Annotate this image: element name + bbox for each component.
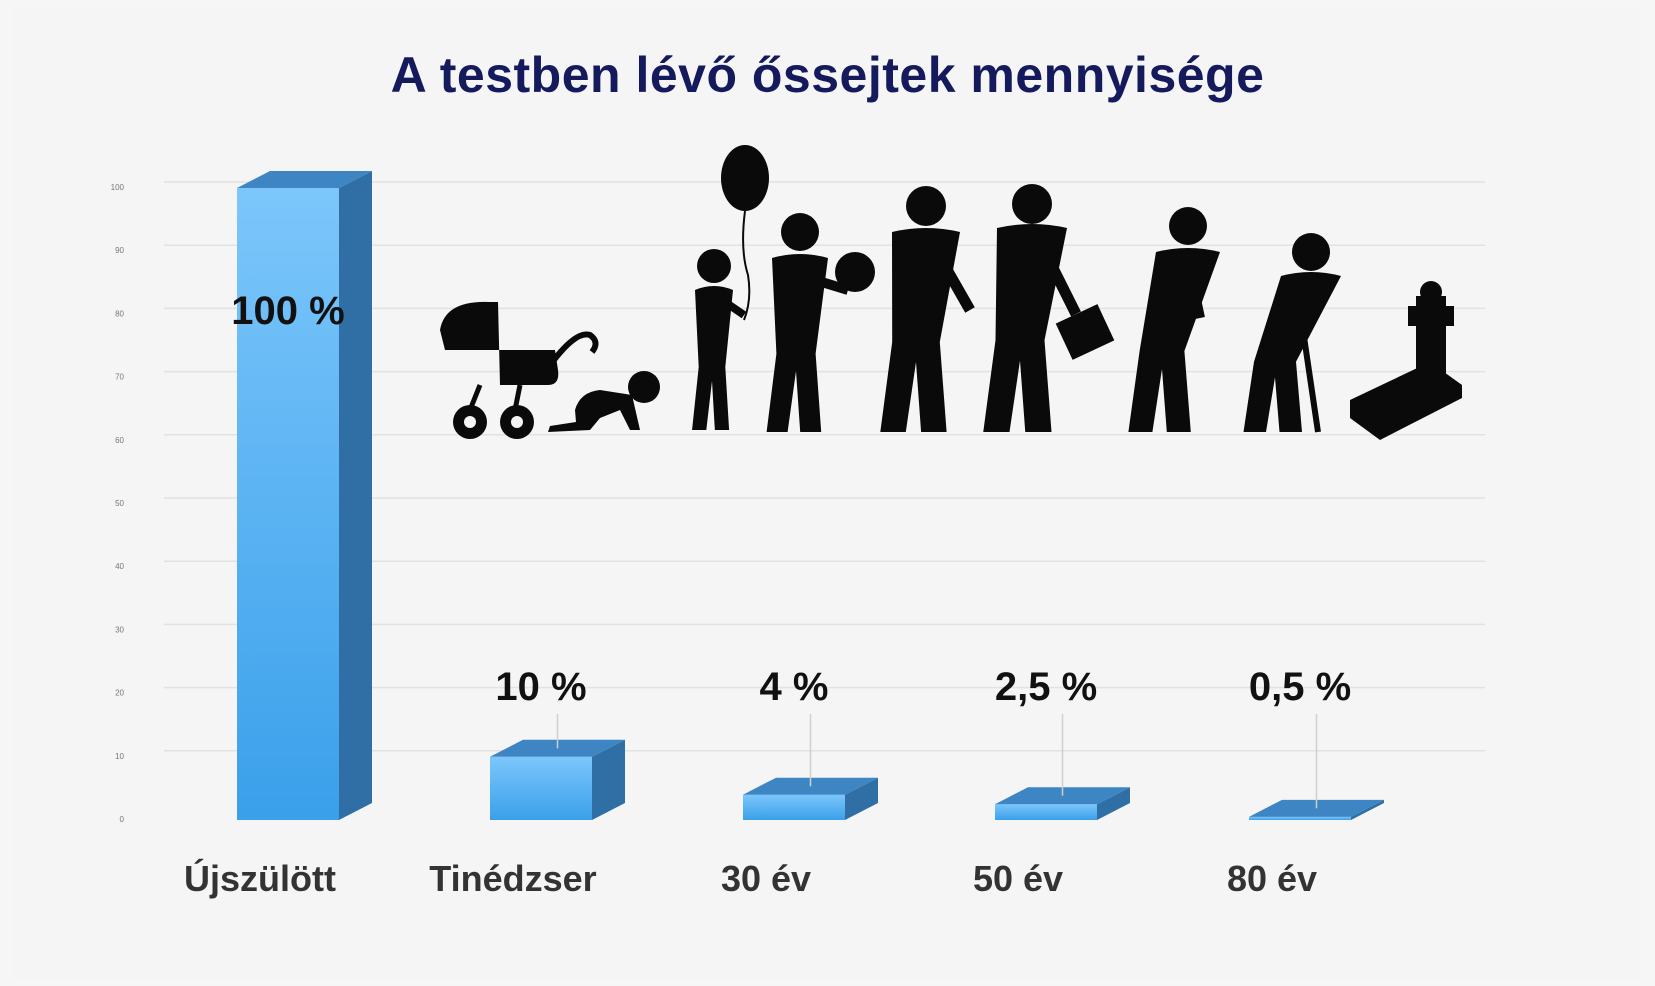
chart-title: A testben lévő őssejtek mennyisége — [390, 47, 1265, 103]
bar-front — [490, 756, 592, 820]
bars — [237, 171, 1384, 820]
pram-icon — [440, 301, 599, 439]
category-labels: Újszülött Tinédzser 30 év 50 év 80 év — [184, 857, 1317, 899]
y-tick-label: 60 — [115, 436, 124, 445]
bar-1 — [237, 171, 372, 820]
category-label: 80 év — [1227, 858, 1317, 899]
bar-side — [592, 739, 625, 820]
y-tick-label: 20 — [115, 689, 124, 698]
bar-front — [237, 188, 339, 820]
life-stages-illustration — [440, 145, 1462, 440]
y-tick-label: 40 — [115, 562, 124, 571]
bar-side — [339, 171, 372, 820]
stooping-man-icon — [1128, 207, 1220, 432]
data-label: 10 % — [495, 665, 586, 709]
crawling-baby-icon — [548, 371, 660, 432]
y-tick-label: 90 — [115, 246, 124, 255]
category-label: 50 év — [973, 858, 1063, 899]
y-tick-label: 80 — [115, 309, 124, 318]
data-label: 2,5 % — [995, 665, 1097, 709]
data-label: 100 % — [231, 289, 344, 333]
y-tick-label: 100 — [111, 183, 125, 192]
man-with-briefcase-icon — [983, 184, 1115, 432]
data-label: 0,5 % — [1249, 665, 1351, 709]
y-tick-label: 70 — [115, 373, 124, 382]
data-label: 4 % — [760, 665, 829, 709]
bar-top — [237, 171, 372, 188]
category-label: Újszülött — [184, 857, 336, 899]
category-label: Tinédzser — [429, 858, 596, 899]
y-tick-label: 10 — [115, 752, 124, 761]
child-with-balloon-icon — [692, 145, 769, 430]
data-labels: 100 % 10 % 4 % 2,5 % 0,5 % — [231, 289, 1351, 809]
bar-side — [1097, 787, 1130, 820]
y-axis-ticks: 0 10 20 30 40 50 60 70 80 90 100 — [111, 183, 125, 824]
y-tick-label: 0 — [120, 815, 125, 824]
category-label: 30 év — [721, 858, 811, 899]
y-tick-label: 50 — [115, 499, 124, 508]
bar-front — [743, 794, 845, 820]
bar-front — [995, 804, 1097, 820]
bar-side — [1351, 799, 1384, 820]
bar-side — [845, 777, 878, 820]
gravestone-icon — [1350, 281, 1462, 440]
y-tick-label: 30 — [115, 625, 124, 634]
man-icon — [880, 186, 975, 432]
elderly-man-with-cane-icon — [1243, 233, 1341, 433]
bar-front — [1249, 816, 1351, 820]
bar-2 — [490, 739, 625, 820]
boy-with-ball-icon — [766, 213, 875, 432]
